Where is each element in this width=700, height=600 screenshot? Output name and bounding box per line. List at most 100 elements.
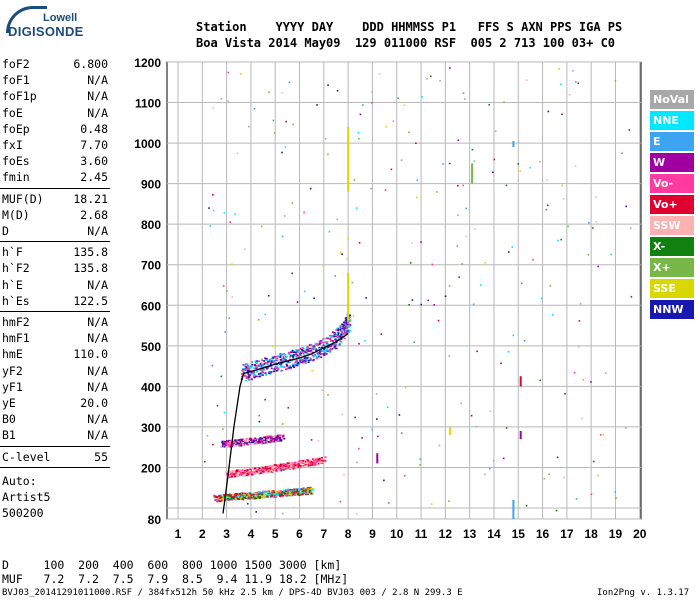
echo-point [333, 331, 336, 334]
echo-point [225, 470, 228, 473]
echo-point [231, 494, 234, 496]
echo-point [296, 461, 299, 464]
echo-point [241, 442, 244, 445]
echo-point [279, 464, 282, 467]
echo-point [283, 465, 286, 467]
noise-point [336, 218, 339, 221]
echo-point [279, 437, 281, 439]
echo-point [244, 473, 246, 475]
echo-point [302, 347, 304, 349]
echo-point [307, 359, 310, 362]
echo-point [232, 470, 235, 472]
echo-point [307, 465, 310, 467]
echo-point [306, 461, 309, 463]
echo-point [288, 493, 291, 495]
echo-point [235, 443, 238, 446]
echo-point [227, 444, 230, 446]
noise-point [458, 276, 460, 278]
param-label: C-level [2, 449, 51, 464]
echo-point [245, 367, 248, 370]
echo-point [296, 489, 299, 491]
echo-point [320, 461, 323, 463]
param-value: 122.5 [73, 293, 108, 308]
echo-point [263, 360, 266, 362]
echo-point [233, 439, 235, 441]
echo-point [257, 491, 260, 493]
param-value: N/A [87, 412, 108, 427]
echo-point [260, 368, 263, 371]
echo-point [287, 367, 290, 369]
echo-point [260, 468, 263, 471]
echo-point [292, 490, 295, 493]
noise-point [313, 297, 315, 299]
echo-point [248, 441, 251, 443]
echo-point [294, 361, 297, 363]
echo-point [263, 494, 266, 497]
echo-point [273, 435, 276, 438]
echo-point [258, 472, 261, 475]
echo-point [276, 359, 279, 362]
x-tick-label: 1 [175, 527, 182, 541]
echo-point [227, 499, 230, 501]
noise-point [352, 315, 355, 317]
echo-point [304, 493, 307, 496]
echo-point [289, 355, 292, 357]
echo-point [341, 328, 344, 331]
plot-frame [166, 61, 642, 520]
noise-point [489, 410, 491, 413]
echo-point [293, 492, 296, 494]
echo-point [289, 488, 292, 491]
echo-point [316, 344, 318, 346]
echo-point [273, 466, 276, 468]
echo-point [278, 438, 280, 440]
echo-point [234, 442, 237, 444]
echo-point [345, 319, 348, 321]
echo-point [293, 462, 296, 465]
noise-point [475, 425, 478, 428]
echo-point [298, 363, 301, 365]
param-value: 110.0 [73, 347, 108, 362]
echo-point [229, 476, 231, 478]
noise-point [361, 437, 363, 439]
param-value: N/A [87, 73, 108, 88]
noise-point [590, 381, 592, 383]
noise-point [380, 333, 383, 335]
echo-point [247, 379, 250, 381]
param-value: 0.48 [80, 121, 108, 136]
echo-point [216, 500, 219, 503]
echo-point [344, 319, 347, 322]
echo-point [301, 461, 304, 463]
echo-point [303, 492, 306, 494]
d-distance-row: D 100 200 400 600 800 1000 1500 3000 [km… [2, 558, 342, 572]
echo-point [318, 347, 321, 349]
param-row-fof1p: foF1p N/A [2, 89, 108, 105]
param-label: B1 [2, 428, 16, 443]
noise-point [574, 165, 577, 168]
echo-point [285, 467, 288, 470]
noise-point [476, 350, 478, 353]
echo-point [232, 441, 235, 443]
legend-item-sse: SSE [650, 279, 694, 298]
noise-point [384, 189, 387, 191]
echo-point [332, 343, 335, 345]
echo-point [256, 370, 259, 372]
noise-point [209, 225, 211, 227]
echo-point [256, 360, 259, 362]
noise-point [448, 355, 450, 357]
echo-point [305, 490, 307, 492]
noise-point [590, 493, 593, 496]
echo-point [322, 350, 325, 352]
param-label: yF2 [2, 363, 23, 378]
noise-point [549, 285, 552, 287]
echo-point [320, 342, 323, 344]
echo-point [268, 492, 271, 495]
echo-point [312, 487, 314, 490]
echo-point [217, 498, 219, 501]
echo-point [214, 498, 217, 501]
echo-point [241, 498, 244, 500]
echo-point [340, 338, 343, 340]
echo-point [299, 357, 302, 360]
noise-point [386, 406, 389, 409]
param-value: N/A [87, 89, 108, 104]
param-label: h`E [2, 277, 23, 292]
